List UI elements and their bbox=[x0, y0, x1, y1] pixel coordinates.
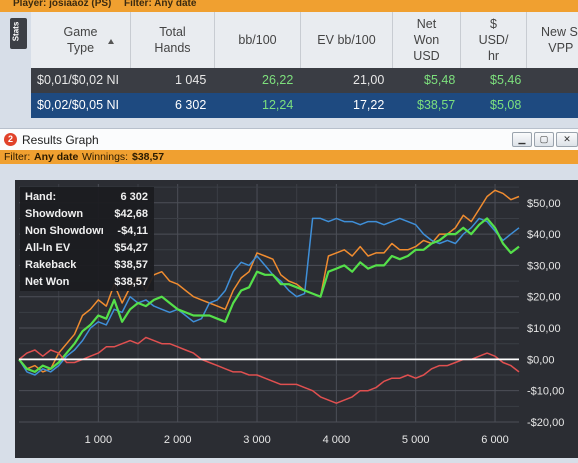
stats-info-box: Hand: 6 302 Showdown $42,68 Non Showdown… bbox=[20, 187, 154, 291]
cell-usd-hr: $5,46 bbox=[490, 73, 522, 87]
info-allin-ev-label: All-In EV bbox=[25, 242, 71, 254]
cell-ev-bb100: 17,22 bbox=[353, 98, 385, 112]
cell-game-type: $0,02/$0,05 NI bbox=[37, 98, 120, 112]
col-total-hands[interactable]: Total Hands bbox=[131, 12, 215, 68]
y-tick-label: $20,00 bbox=[527, 292, 561, 304]
winnings-value: $38,57 bbox=[132, 151, 165, 163]
stats-tab[interactable]: Stats bbox=[10, 18, 27, 49]
info-non-showdown-label: Non Showdown bbox=[25, 225, 103, 237]
app-icon: 2 bbox=[4, 133, 17, 146]
filter-value: Any date bbox=[34, 151, 79, 163]
cell-total-hands: 1 045 bbox=[175, 73, 207, 87]
y-tick-label: -$10,00 bbox=[527, 386, 564, 398]
close-button[interactable]: ✕ bbox=[556, 132, 578, 147]
stats-tab-label: Stats bbox=[11, 21, 21, 42]
col-game-type[interactable]: Game Type bbox=[31, 12, 131, 68]
restore-button[interactable]: ▢ bbox=[534, 132, 554, 147]
info-rakeback-value: $38,57 bbox=[114, 259, 148, 271]
info-rakeback-label: Rakeback bbox=[25, 259, 77, 271]
series-line-net_won bbox=[18, 217, 520, 373]
info-hand-label: Hand: bbox=[25, 191, 57, 203]
sort-ascending-icon bbox=[108, 39, 114, 44]
panel-divider bbox=[0, 118, 578, 128]
table-row-selected[interactable]: $0,02/$0,05 NI 6 302 12,24 17,22 $38,57 … bbox=[31, 93, 578, 118]
minimize-button[interactable]: ▁ bbox=[512, 132, 532, 147]
info-allin-ev-value: $54,27 bbox=[114, 242, 148, 254]
results-graph-titlebar[interactable]: 2 Results Graph ▁ ▢ ✕ bbox=[0, 128, 578, 151]
y-tick-label: $50,00 bbox=[527, 198, 561, 210]
y-tick-label: $30,00 bbox=[527, 260, 561, 272]
x-tick-label: 4 000 bbox=[323, 434, 351, 446]
col-ev-bb100[interactable]: EV bb/100 bbox=[301, 12, 393, 68]
y-tick-label: -$20,00 bbox=[527, 417, 564, 429]
x-tick-label: 5 000 bbox=[402, 434, 430, 446]
winnings-prefix: Winnings: bbox=[82, 151, 129, 163]
results-chart: $50,00 $40,00 $30,00 $20,00 $10,00 $0,00 -$10,… bbox=[18, 184, 564, 446]
cell-bb100: 26,22 bbox=[262, 73, 294, 87]
cell-net-won: $38,57 bbox=[417, 98, 456, 112]
cell-ev-bb100: 21,00 bbox=[353, 73, 385, 87]
table-row[interactable]: $0,01/$0,02 NI 1 045 26,22 21,00 $5,48 $… bbox=[31, 68, 578, 93]
filter-prefix: Filter: bbox=[4, 151, 31, 163]
series-line-allin_ev bbox=[18, 189, 520, 373]
info-non-showdown-value: -$4,11 bbox=[117, 225, 148, 237]
info-showdown-label: Showdown bbox=[25, 208, 84, 220]
window-title: Results Graph bbox=[22, 133, 99, 147]
player-label: Player: josiaaoz (PS) bbox=[13, 0, 112, 9]
cell-game-type: $0,01/$0,02 NI bbox=[37, 73, 120, 87]
cell-usd-hr: $5,08 bbox=[490, 98, 522, 112]
cell-total-hands: 6 302 bbox=[175, 98, 207, 112]
x-tick-label: 1 000 bbox=[85, 434, 113, 446]
info-net-won-value: $38,57 bbox=[114, 276, 148, 288]
stats-table: Game Type Total Hands bb/100 EV bb/100 N… bbox=[31, 12, 578, 118]
col-bb100[interactable]: bb/100 bbox=[215, 12, 301, 68]
cell-net-won: $5,48 bbox=[424, 73, 456, 87]
col-usd-hr[interactable]: $ USD/ hr bbox=[461, 12, 527, 68]
info-net-won-label: Net Won bbox=[25, 276, 70, 288]
cell-bb100: 12,24 bbox=[262, 98, 294, 112]
player-filter-bar: Player: josiaaoz (PS) Filter: Any date bbox=[0, 0, 578, 12]
y-tick-label: $40,00 bbox=[527, 229, 561, 241]
col-new-si-vpp[interactable]: New Si VPP bbox=[541, 25, 578, 55]
graph-filter-bar: Filter: Any date Winnings: $38,57 bbox=[0, 150, 578, 164]
info-hand-value: 6 302 bbox=[120, 191, 148, 203]
y-tick-label: $0,00 bbox=[527, 354, 555, 366]
top-filter-label: Filter: Any date bbox=[124, 0, 197, 9]
y-tick-label: $10,00 bbox=[527, 323, 561, 335]
info-showdown-value: $42,68 bbox=[114, 208, 148, 220]
x-tick-label: 2 000 bbox=[164, 434, 192, 446]
x-tick-label: 6 000 bbox=[481, 434, 509, 446]
series-line-non_showdown bbox=[18, 336, 520, 404]
x-tick-label: 3 000 bbox=[243, 434, 271, 446]
table-header: Game Type Total Hands bb/100 EV bb/100 N… bbox=[31, 12, 578, 68]
col-net-won-usd[interactable]: Net Won USD bbox=[393, 12, 461, 68]
